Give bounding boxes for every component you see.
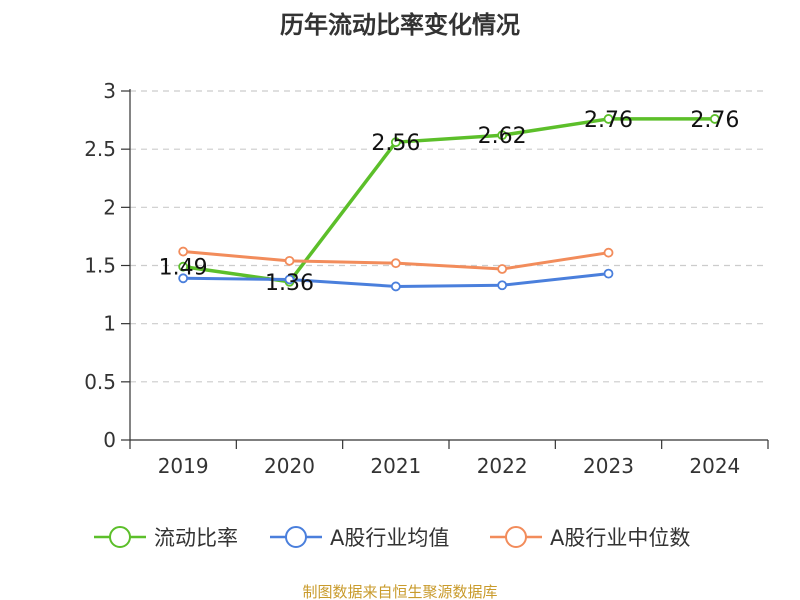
legend-item-label[interactable]: A股行业均值 xyxy=(330,526,449,550)
data-point[interactable] xyxy=(390,137,401,148)
legend[interactable]: 流动比率 A股行业均值 A股行业中位数 xyxy=(94,526,690,550)
data-point[interactable] xyxy=(497,264,508,274)
axes: 0 0.5 1 1.5 2 2.5 3 2019 2020 2021 2022 2023 2024 xyxy=(84,79,769,478)
data-point[interactable] xyxy=(603,247,614,258)
x-tick-label: 2020 xyxy=(264,454,315,478)
y-tick-label: 2.5 xyxy=(84,137,116,161)
legend-marker-icon xyxy=(505,526,527,548)
data-point[interactable] xyxy=(178,246,189,257)
data-label: 2.62 xyxy=(478,124,527,149)
data-label: 2.56 xyxy=(371,131,420,156)
chart-title: 历年流动比率变化情况 xyxy=(280,11,520,39)
x-tick-label: 2023 xyxy=(583,454,634,478)
y-tick-label: 3 xyxy=(103,79,116,103)
x-tick-label: 2022 xyxy=(477,454,528,478)
data-point[interactable] xyxy=(709,114,720,124)
legend-marker-icon xyxy=(109,526,131,548)
data-point[interactable] xyxy=(390,281,401,292)
data-point[interactable] xyxy=(497,130,508,141)
data-point[interactable] xyxy=(603,114,614,124)
y-tick-label: 2 xyxy=(103,195,116,219)
data-point[interactable] xyxy=(178,273,189,284)
legend-marker-icon xyxy=(285,526,307,548)
data-label: 2.76 xyxy=(690,108,739,133)
data-label: 1.49 xyxy=(159,256,208,281)
grid-lines xyxy=(130,90,768,383)
source-footnote: 制图数据来自恒生聚源数据库 xyxy=(302,583,497,600)
data-label: 2.76 xyxy=(584,108,633,133)
x-tick-label: 2024 xyxy=(689,454,740,478)
data-labels: 1.49 1.36 2.56 2.62 2.76 2.76 xyxy=(159,108,740,296)
x-tick-label: 2019 xyxy=(158,454,209,478)
data-point[interactable] xyxy=(284,274,295,285)
data-point[interactable] xyxy=(284,255,295,266)
legend-item-label[interactable]: 流动比率 xyxy=(154,526,238,550)
series-layer xyxy=(178,114,720,292)
y-tick-label: 0 xyxy=(103,428,116,452)
y-tick-label: 1 xyxy=(103,312,116,336)
data-point[interactable] xyxy=(603,268,614,279)
data-label: 1.36 xyxy=(265,271,314,296)
y-tick-label: 0.5 xyxy=(84,370,116,394)
y-tick-label: 1.5 xyxy=(84,254,116,278)
legend-item-label[interactable]: A股行业中位数 xyxy=(550,526,690,550)
data-point[interactable] xyxy=(497,280,508,291)
data-point[interactable] xyxy=(390,258,401,269)
data-point[interactable] xyxy=(178,261,189,272)
x-tick-label: 2021 xyxy=(370,454,421,478)
